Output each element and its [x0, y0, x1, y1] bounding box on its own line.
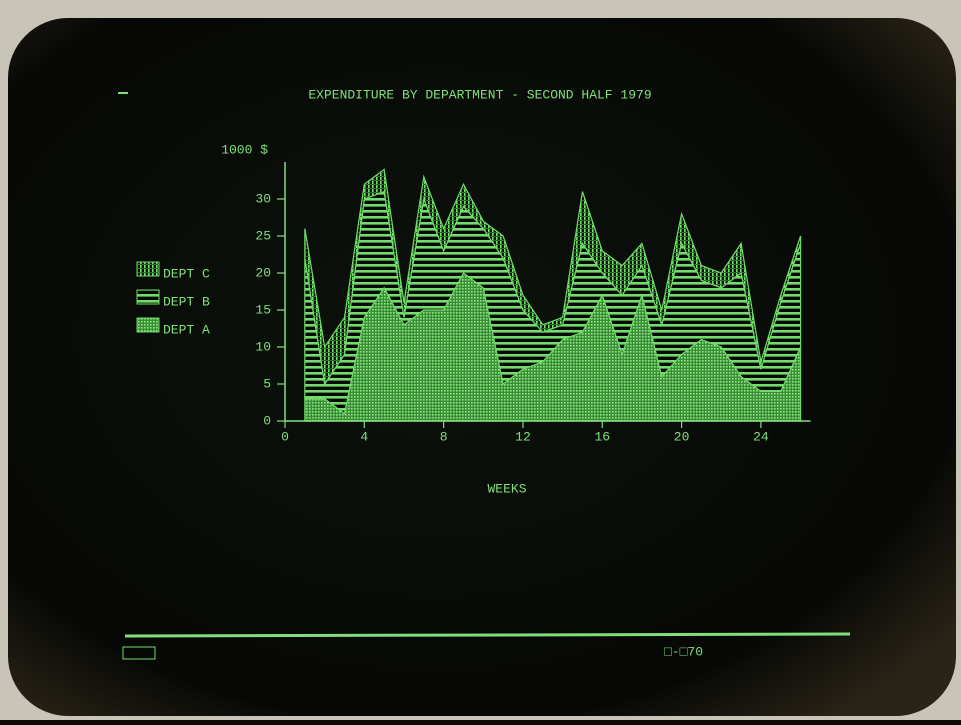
y-tick-label: 0	[263, 413, 271, 428]
screen: EXPENDITURE BY DEPARTMENT - SECOND HALF …	[0, 0, 961, 720]
y-tick-label: 30	[255, 191, 271, 206]
x-tick-label: 24	[753, 429, 769, 444]
y-tick-label: 20	[255, 265, 271, 280]
chart-title: EXPENDITURE BY DEPARTMENT - SECOND HALF …	[308, 87, 651, 102]
y-tick-label: 15	[255, 302, 271, 317]
cursor	[118, 92, 128, 94]
y-tick-label: 25	[255, 228, 271, 243]
status-text: □-□70	[664, 644, 703, 659]
x-tick-label: 0	[281, 429, 289, 444]
legend-label: DEPT A	[163, 322, 210, 337]
x-tick-label: 8	[440, 429, 448, 444]
status-rule	[125, 634, 850, 636]
legend-swatch	[137, 290, 159, 304]
legend-swatch	[137, 262, 159, 276]
legend-swatch	[137, 318, 159, 332]
x-tick-label: 4	[360, 429, 368, 444]
y-tick-label: 5	[263, 376, 271, 391]
y-axis-label: 1000 $	[221, 142, 268, 157]
legend-label: DEPT C	[163, 266, 210, 281]
legend-label: DEPT B	[163, 294, 210, 309]
x-tick-label: 20	[674, 429, 690, 444]
page: {"chart_data": {"type": "stacked_area", …	[0, 0, 961, 720]
x-axis-label: WEEKS	[487, 481, 526, 496]
y-tick-label: 10	[255, 339, 271, 354]
x-tick-label: 12	[515, 429, 531, 444]
x-tick-label: 16	[594, 429, 610, 444]
